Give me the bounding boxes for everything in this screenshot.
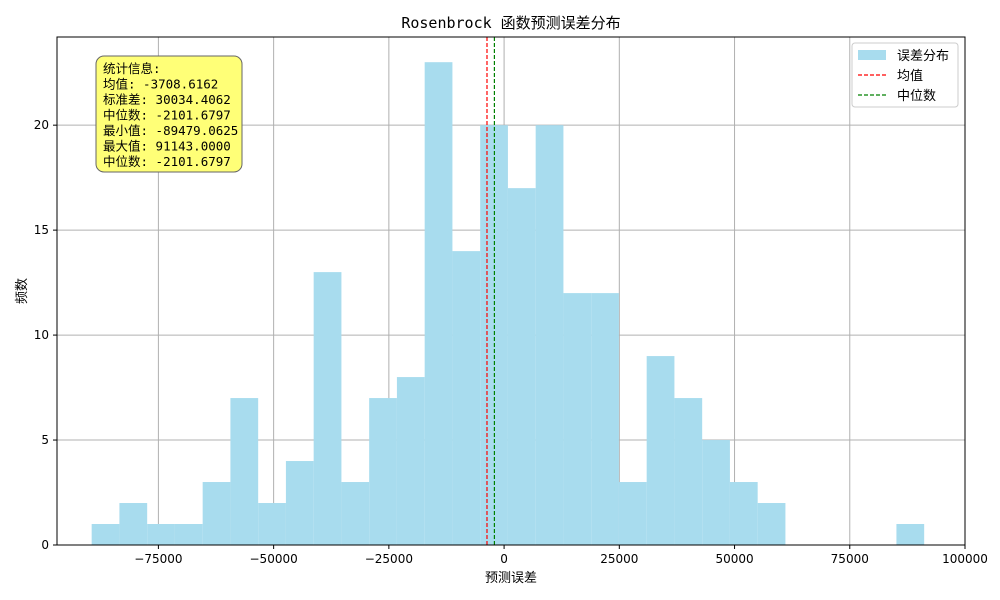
statistics-line: 中位数: -2101.6797 (103, 154, 231, 169)
histogram-bar (396, 377, 425, 545)
x-tick-label: −50000 (250, 552, 298, 566)
legend-entry-error-distribution: 误差分布 (897, 49, 949, 64)
y-tick-label: 5 (41, 433, 49, 447)
y-tick-label: 20 (34, 118, 49, 132)
histogram-bar (896, 524, 925, 545)
statistics-line: 标准差: 30034.4062 (103, 92, 231, 107)
histogram-bar (424, 62, 453, 545)
y-tick-label: 10 (34, 328, 49, 342)
legend-entry-median: 中位数 (897, 89, 936, 104)
x-tick-label: 50000 (715, 552, 753, 566)
reference-lines (486, 37, 495, 545)
statistics-line: 均值: -3708.6162 (103, 77, 218, 92)
y-tick-label: 0 (41, 538, 49, 552)
legend-swatch-error-distribution (858, 50, 886, 60)
x-axis-ticks: −75000 −50000 −25000 0 25000 50000 75000 100000 (134, 545, 988, 566)
histogram-bar (369, 398, 397, 545)
histogram-bar (729, 482, 758, 545)
histogram-bar (147, 524, 175, 545)
histogram-bar (285, 461, 314, 545)
histogram-bar (507, 188, 536, 545)
histogram-bar (591, 293, 619, 545)
histogram-bar (341, 482, 370, 545)
y-axis-ticks: 0 5 10 15 20 (34, 118, 57, 552)
histogram-bar (646, 356, 675, 545)
statistics-box-background (95, 55, 243, 173)
x-axis-label: 预测误差 (485, 571, 537, 586)
y-tick-label: 15 (34, 223, 49, 237)
histogram-bar (91, 524, 120, 545)
x-tick-label: −25000 (365, 552, 413, 566)
histogram-bars (91, 62, 925, 546)
histogram-bar (563, 293, 592, 545)
histogram-bar (535, 125, 564, 546)
histogram-bar (230, 398, 259, 545)
legend: 误差分布 均值 中位数 (851, 42, 959, 108)
histogram-bar (702, 440, 730, 545)
histogram-bar (674, 398, 703, 545)
histogram-bar (119, 503, 148, 545)
plot-frame (56, 36, 966, 546)
statistics-line: 统计信息: (103, 61, 161, 76)
x-tick-label: −75000 (134, 552, 182, 566)
histogram-bar (258, 503, 286, 545)
histogram-bar (202, 482, 231, 545)
x-tick-label: 100000 (942, 552, 988, 566)
chart-title: Rosenbrock 函数预测误差分布 (401, 14, 620, 32)
y-axis-label: 频数 (15, 278, 30, 304)
legend-entry-mean: 均值 (897, 68, 923, 84)
statistics-line: 中位数: -2101.6797 (103, 108, 231, 123)
histogram-bar (757, 503, 786, 545)
histogram-bar (174, 524, 203, 545)
x-tick-label: 75000 (831, 552, 869, 566)
histogram-bar (452, 251, 481, 545)
histogram-bar (618, 482, 647, 545)
statistics-line: 最大值: 91143.0000 (103, 139, 231, 154)
histogram-bar (313, 272, 342, 545)
statistics-line: 最小值: -89479.0625 (103, 123, 238, 138)
x-tick-label: 0 (500, 552, 508, 566)
x-tick-label: 25000 (600, 552, 638, 566)
